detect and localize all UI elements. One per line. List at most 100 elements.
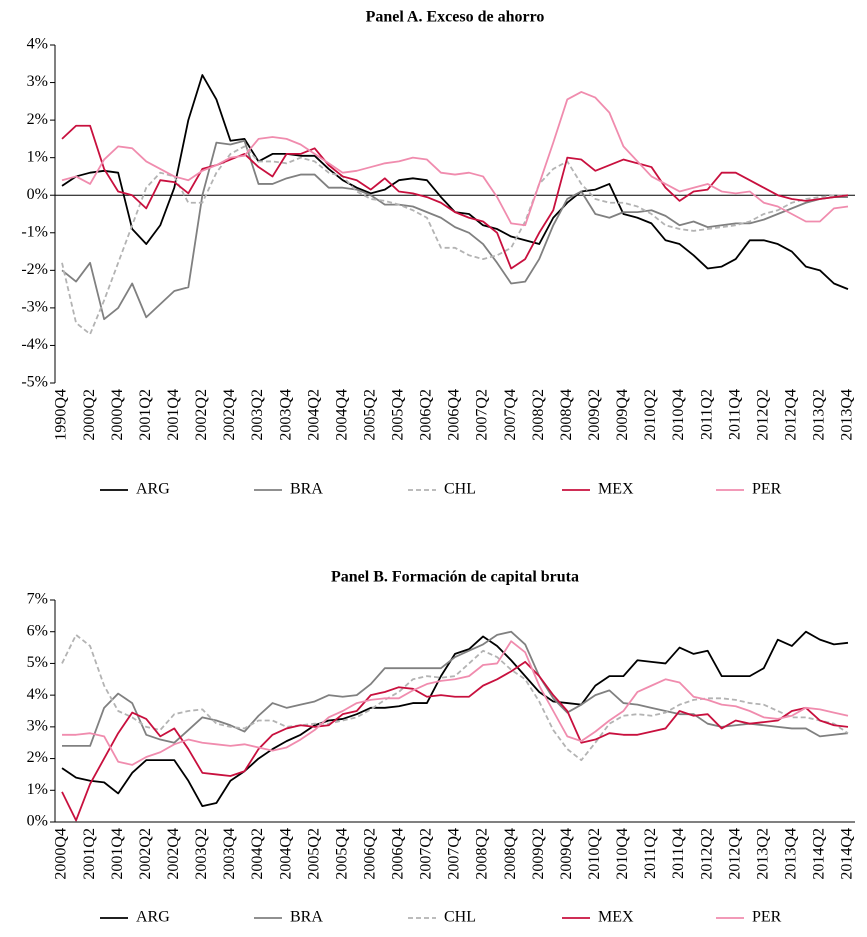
x-tick-label: 2009Q2 [530,828,547,880]
x-tick-label: 2008Q2 [530,389,547,441]
x-tick-label: 2010Q2 [586,828,603,880]
y-tick-label: 0% [27,186,48,203]
y-tick-label: 0% [27,813,48,830]
y-tick-label: 1% [27,781,48,798]
legend-label: BRA [290,909,323,926]
x-tick-label: 2011Q4 [670,828,687,879]
series-line [61,124,849,270]
x-tick-label: 2007Q2 [474,389,491,441]
legend-label: ARG [136,909,170,926]
x-tick-label: 2009Q2 [586,389,603,441]
x-tick-label: 2013Q4 [783,828,800,880]
x-tick-label: 2008Q4 [502,828,519,880]
legend-label: CHL [444,481,476,498]
x-tick-label: 2009Q4 [558,828,575,880]
x-tick-label: 2000Q4 [53,828,70,880]
x-tick-label: 2007Q4 [502,389,519,441]
y-tick-label: 3% [27,73,48,90]
x-tick-label: 2005Q4 [390,389,407,441]
x-tick-label: 2005Q2 [361,389,378,441]
x-tick-label: 2010Q4 [670,389,687,441]
y-tick-label: 2% [27,111,48,128]
x-tick-label: 2013Q2 [811,389,828,441]
series-line [61,633,849,762]
x-tick-label: 2000Q4 [109,389,126,441]
x-tick-label: 2002Q4 [221,389,238,441]
x-tick-label: 2007Q2 [418,828,435,880]
y-tick-label: 4% [27,686,48,703]
x-tick-label: 2003Q2 [193,828,210,880]
x-tick-label: 2004Q4 [333,389,350,441]
x-tick-label: 2006Q4 [390,828,407,880]
y-tick-label: 2% [27,749,48,766]
x-tick-label: 2003Q4 [221,828,238,880]
x-tick-label: 2012Q4 [726,828,743,880]
legend-label: BRA [290,481,323,498]
series-line [61,91,849,227]
chart-title: Panel A. Exceso de ahorro [366,9,545,26]
y-tick-label: 5% [27,654,48,671]
x-tick-label: 2013Q2 [754,828,771,880]
x-tick-label: 2014Q2 [811,828,828,880]
y-tick-label: 3% [27,718,48,735]
x-tick-label: 2011Q4 [726,389,743,440]
x-tick-label: 2013Q4 [839,389,856,441]
x-tick-label: 2001Q4 [109,828,126,880]
x-tick-label: 2002Q4 [165,828,182,880]
series-line [61,74,849,290]
legend-label: CHL [444,909,476,926]
series-line [61,660,849,822]
x-tick-label: 2007Q4 [446,828,463,880]
x-tick-label: 2003Q4 [277,389,294,441]
legend-label: PER [752,481,782,498]
series-line [61,145,848,336]
x-tick-label: 2005Q2 [305,828,322,880]
x-tick-label: 2004Q4 [277,828,294,880]
x-tick-label: 2012Q4 [783,389,800,441]
x-tick-label: 2012Q2 [698,828,715,880]
y-tick-label: 4% [27,36,48,53]
x-tick-label: 2004Q2 [249,828,266,880]
x-tick-label: 2002Q2 [137,828,154,880]
y-tick-label: -3% [21,299,48,316]
y-tick-label: -5% [21,374,48,391]
y-tick-label: -2% [21,261,48,278]
legend-label: PER [752,909,782,926]
x-tick-label: 2010Q4 [614,828,631,880]
x-tick-label: 2006Q2 [418,389,435,441]
y-tick-label: 6% [27,622,48,639]
chart-title: Panel B. Formación de capital bruta [331,569,579,586]
x-tick-label: 2012Q2 [754,389,771,441]
x-tick-label: 2011Q2 [698,389,715,440]
y-tick-label: 7% [27,591,48,608]
x-tick-label: 2008Q2 [474,828,491,880]
x-tick-label: 2008Q4 [558,389,575,441]
x-tick-label: 1990Q4 [53,389,70,441]
x-tick-label: 2004Q2 [305,389,322,441]
legend-label: MEX [598,909,634,926]
x-tick-label: 2006Q4 [446,389,463,441]
y-tick-label: 1% [27,148,48,165]
x-tick-label: 2001Q2 [137,389,154,441]
y-tick-label: -4% [21,336,48,353]
x-tick-label: 2000Q2 [81,389,98,441]
series-line [61,630,849,808]
legend-label: ARG [136,481,170,498]
x-tick-label: 2010Q2 [642,389,659,441]
legend-label: MEX [598,481,634,498]
x-tick-label: 2014Q4 [839,828,856,880]
series-line [62,640,849,766]
x-tick-label: 2001Q4 [165,389,182,441]
x-tick-label: 2009Q4 [614,389,631,441]
x-tick-label: 2011Q2 [642,828,659,879]
x-tick-label: 2001Q2 [81,828,98,880]
x-tick-label: 2002Q2 [193,389,210,441]
y-tick-label: -1% [21,223,48,240]
x-tick-label: 2003Q2 [249,389,266,441]
series-line [61,139,848,321]
x-tick-label: 2005Q4 [333,828,350,880]
series-line [62,630,849,747]
x-tick-label: 2006Q2 [361,828,378,880]
